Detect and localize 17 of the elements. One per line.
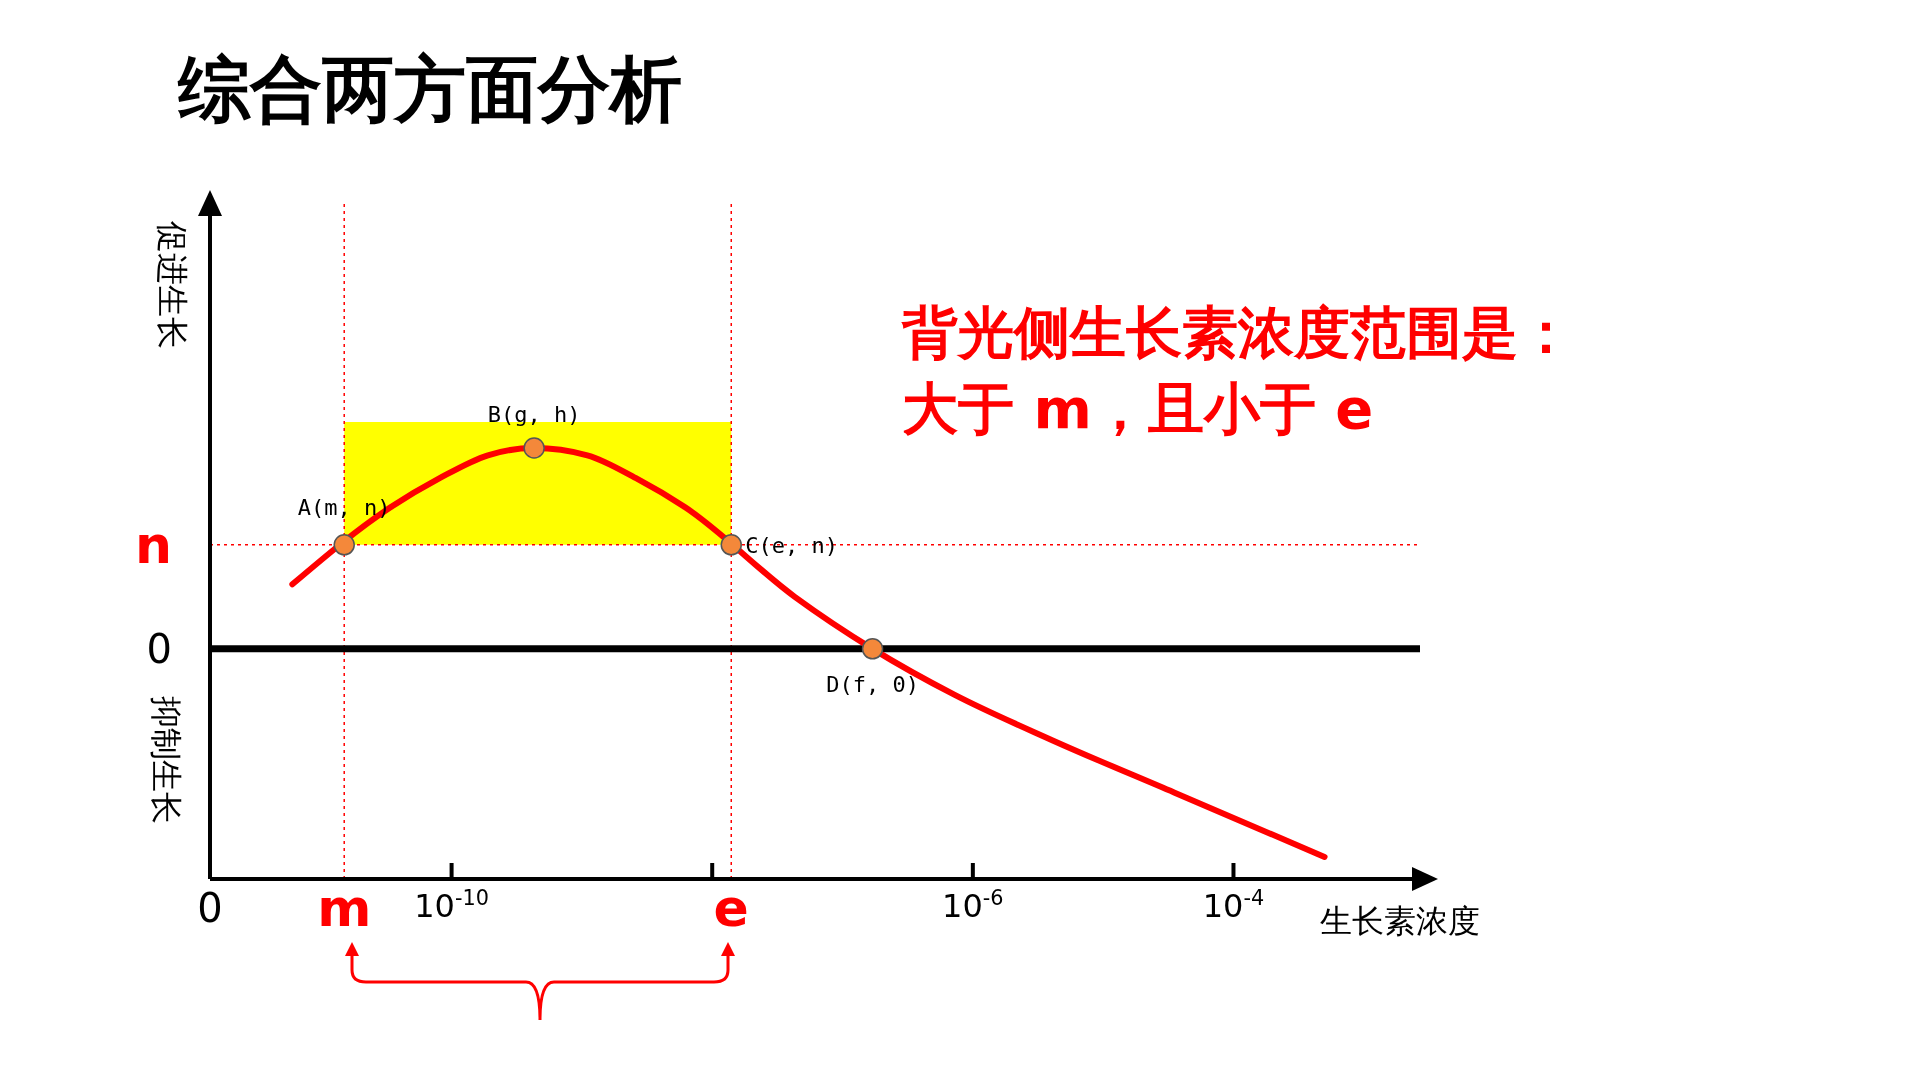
x-tick-label: 10$^{-6}$ xyxy=(942,886,1004,925)
chart-title: 综合两方面分析 xyxy=(178,46,682,133)
text: 大于 m，且小于 e xyxy=(902,375,1374,443)
text: 抑制生长 xyxy=(146,696,186,824)
x-tick-label: 10$^{-4}$ xyxy=(1202,886,1265,925)
x-tick-label: 10$^{-10}$ xyxy=(414,886,489,925)
text: 背光侧生长素浓度范围是： xyxy=(902,299,1574,367)
x-axis-title: 生长素浓度 xyxy=(1320,901,1480,942)
annotation: C(e, n) xyxy=(745,532,838,558)
text: 0 xyxy=(197,885,223,931)
annotation: D(f, 0) xyxy=(826,672,919,698)
ref-line-label: n xyxy=(134,515,172,576)
ref-line-label: m xyxy=(317,877,372,938)
annotation: B(g, h) xyxy=(487,402,581,428)
ref-line-label: e xyxy=(713,877,749,938)
y-axis-title: 促进生长 xyxy=(152,221,192,349)
ref-line-label: 0 xyxy=(146,626,172,673)
